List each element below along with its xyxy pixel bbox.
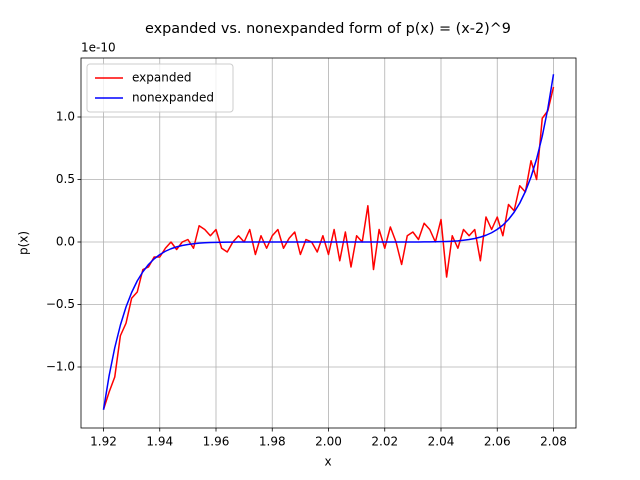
series-line — [102, 74, 555, 410]
y-tick-label: 0.0 — [56, 235, 75, 249]
x-tick-label: 2.02 — [371, 435, 398, 449]
x-tick-label: 1.94 — [146, 435, 173, 449]
y-axis-label: p(x) — [17, 231, 31, 255]
chart-title: expanded vs. nonexpanded form of p(x) = … — [145, 21, 511, 37]
plot-frame — [80, 57, 577, 429]
legend: expanded nonexpanded — [86, 63, 234, 113]
legend-label: expanded — [132, 71, 191, 85]
y-tick-label: −1.0 — [46, 360, 75, 374]
y-tick-label: −0.5 — [46, 297, 75, 311]
x-tick-label: 2.00 — [315, 435, 342, 449]
legend-label: nonexpanded — [132, 91, 214, 105]
legend-box — [86, 63, 234, 113]
x-tick-label: 2.06 — [484, 435, 511, 449]
x-tick-label: 2.08 — [540, 435, 567, 449]
x-tick-label: 1.98 — [259, 435, 286, 449]
y-offset-label: 1e-10 — [81, 41, 116, 55]
y-tick-label: 1.0 — [56, 110, 75, 124]
x-tick-label: 1.96 — [203, 435, 230, 449]
x-tick-label: 2.04 — [428, 435, 455, 449]
x-tick-label: 1.92 — [90, 435, 117, 449]
x-axis-label: x — [324, 455, 331, 469]
y-tick-label: 0.5 — [56, 172, 75, 186]
